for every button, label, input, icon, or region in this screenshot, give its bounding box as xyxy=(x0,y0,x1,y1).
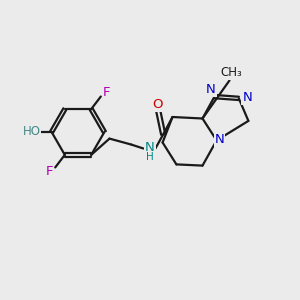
Text: N: N xyxy=(206,83,216,96)
Text: F: F xyxy=(46,165,53,178)
Text: CH₃: CH₃ xyxy=(220,66,242,79)
Text: N: N xyxy=(145,141,155,154)
Text: O: O xyxy=(152,98,163,112)
Text: HO: HO xyxy=(22,125,40,138)
Text: H: H xyxy=(146,152,154,163)
Text: N: N xyxy=(215,133,224,146)
Text: N: N xyxy=(242,91,252,104)
Text: F: F xyxy=(103,86,110,99)
